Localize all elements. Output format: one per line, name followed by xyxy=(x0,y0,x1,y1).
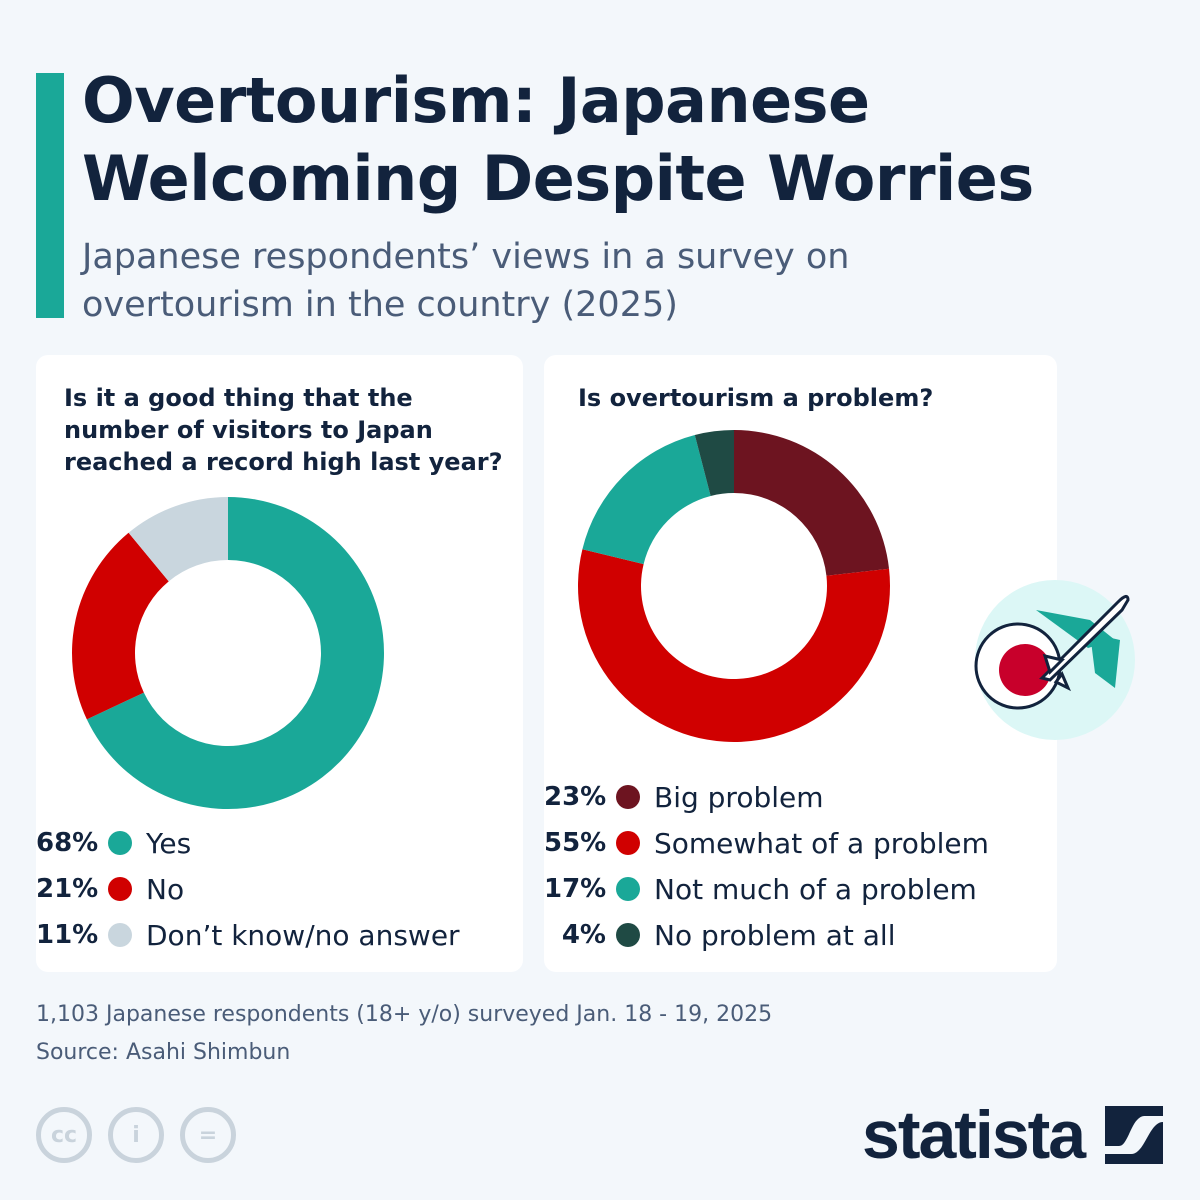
cc-icon[interactable]: cc xyxy=(36,1107,92,1163)
chart-1-question: Is it a good thing that the number of vi… xyxy=(64,384,503,476)
legend-value: 4% xyxy=(561,920,606,950)
legend-swatch xyxy=(108,923,132,947)
accent-bar xyxy=(36,73,64,318)
japan-flag-airplane-icon xyxy=(974,580,1135,740)
legend-label: Big problem xyxy=(654,780,824,814)
legend-swatch xyxy=(616,785,640,809)
legend-swatch xyxy=(108,877,132,901)
legend-swatch xyxy=(108,831,132,855)
legend-value: 55% xyxy=(544,828,607,858)
donut-slice-somewhat-of-a-problem xyxy=(578,549,890,742)
legend-label: No problem at all xyxy=(654,918,896,952)
legend-value: 23% xyxy=(544,782,607,812)
legend-item: 68% Yes xyxy=(36,820,460,866)
statista-logo-icon xyxy=(1105,1106,1163,1164)
legend-value: 17% xyxy=(544,874,607,904)
donut-slice-big-problem xyxy=(734,430,890,576)
legend-item: 21% No xyxy=(36,866,460,912)
page-subtitle: Japanese respondents’ views in a survey … xyxy=(82,237,850,325)
legend-swatch xyxy=(616,831,640,855)
chart-card-1: Is it a good thing that the number of vi… xyxy=(36,355,523,972)
legend-item: 23% Big problem xyxy=(544,774,989,820)
donut-slice-don-t-know-no-answer xyxy=(128,497,228,582)
legend-1: 68% Yes 21% No 11% Don’t know/no answer xyxy=(36,820,460,958)
legend-2: 23% Big problem 55% Somewhat of a problem 17… xyxy=(544,774,989,958)
donut-chart-1 xyxy=(72,497,384,809)
legend-item: 4% No problem at all xyxy=(544,912,989,958)
chart-2-question: Is overtourism a problem? xyxy=(578,384,934,412)
legend-label: Not much of a problem xyxy=(654,872,977,906)
survey-note: 1,103 Japanese respondents (18+ y/o) sur… xyxy=(36,1002,773,1027)
legend-value: 21% xyxy=(36,874,99,904)
legend-item: 17% Not much of a problem xyxy=(544,866,989,912)
donut-slice-no xyxy=(72,532,169,720)
donut-slice-yes xyxy=(86,497,384,809)
page-title: Overtourism: Japanese Welcoming Despite … xyxy=(82,64,1034,215)
donut-slice-not-much-of-a-problem xyxy=(582,435,711,565)
no-derivatives-icon[interactable]: = xyxy=(180,1107,236,1163)
legend-swatch xyxy=(616,923,640,947)
attribution-icon[interactable]: i xyxy=(108,1107,164,1163)
legend-swatch xyxy=(616,877,640,901)
legend-label: No xyxy=(146,872,185,906)
legend-value: 68% xyxy=(36,828,99,858)
statista-logo[interactable]: statista xyxy=(862,1097,1086,1173)
legend-value: 11% xyxy=(36,920,99,950)
legend-label: Somewhat of a problem xyxy=(654,826,989,860)
chart-card-2: Is overtourism a problem? 23% Big problem… xyxy=(544,355,1057,972)
cc-text: cc xyxy=(50,1122,78,1148)
source-note: Source: Asahi Shimbun xyxy=(36,1040,291,1065)
legend-label: Yes xyxy=(146,826,192,860)
legend-item: 55% Somewhat of a problem xyxy=(544,820,989,866)
legend-label: Don’t know/no answer xyxy=(146,918,460,952)
donut-chart-2 xyxy=(578,430,890,742)
legend-item: 11% Don’t know/no answer xyxy=(36,912,460,958)
donut-slice-no-problem-at-all xyxy=(694,430,734,496)
